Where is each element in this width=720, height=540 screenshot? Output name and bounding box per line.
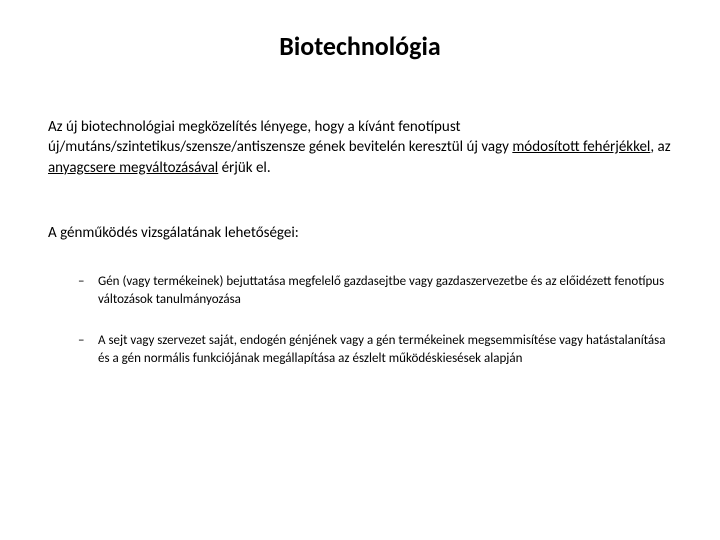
bullet-list: Gén (vagy termékeinek) bejuttatása megfe… bbox=[40, 273, 680, 367]
list-item: Gén (vagy termékeinek) bejuttatása megfe… bbox=[78, 273, 672, 308]
intro-paragraph: Az új biotechnológiai megközelítés lénye… bbox=[40, 117, 680, 178]
para1-underline2: anyagcsere megváltozásával bbox=[48, 159, 218, 177]
para1-pre: Az új biotechnológiai megközelítés lénye… bbox=[48, 118, 512, 156]
slide-container: Biotechnológia Az új biotechnológiai meg… bbox=[0, 0, 720, 540]
slide-title: Biotechnológia bbox=[40, 30, 680, 62]
para1-mid: , az bbox=[650, 138, 670, 156]
list-item: A sejt vagy szervezet saját, endogén gén… bbox=[78, 332, 672, 367]
para1-underline1: módosított fehérjékkel bbox=[512, 138, 650, 156]
para1-post: érjük el. bbox=[218, 159, 270, 177]
subheading-paragraph: A génműködés vizsgálatának lehetőségei: bbox=[40, 223, 680, 243]
